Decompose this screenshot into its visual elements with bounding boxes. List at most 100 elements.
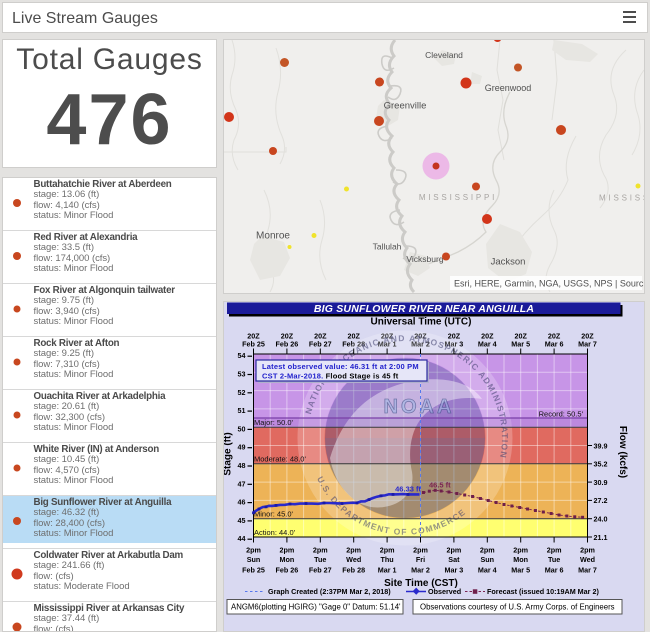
- svg-text:Mar 6: Mar 6: [545, 339, 564, 348]
- svg-text:Mar 4: Mar 4: [478, 339, 497, 348]
- svg-text:Feb 25: Feb 25: [242, 339, 265, 348]
- svg-text:Mar 3: Mar 3: [445, 566, 464, 575]
- svg-text:Cleveland: Cleveland: [425, 50, 463, 60]
- svg-text:50: 50: [238, 424, 246, 433]
- svg-text:46: 46: [238, 498, 246, 507]
- svg-text:24.0: 24.0: [594, 515, 608, 524]
- svg-text:21.1: 21.1: [594, 533, 608, 542]
- svg-text:39.9: 39.9: [594, 441, 608, 450]
- svg-text:46.33 ft: 46.33 ft: [395, 485, 421, 494]
- svg-text:20Z: 20Z: [548, 332, 561, 341]
- svg-text:Greenwood: Greenwood: [485, 83, 532, 93]
- svg-text:Feb 25: Feb 25: [242, 566, 265, 575]
- svg-text:Sun: Sun: [247, 555, 261, 564]
- svg-text:30.9: 30.9: [594, 478, 608, 487]
- svg-text:Feb 26: Feb 26: [276, 566, 299, 575]
- svg-text:Stage (ft): Stage (ft): [224, 432, 234, 475]
- svg-text:2pm: 2pm: [547, 546, 562, 555]
- svg-text:2pm: 2pm: [346, 546, 361, 555]
- svg-text:Mar 6: Mar 6: [545, 566, 564, 575]
- svg-text:Forecast (issued 10:19AM Mar 2: Forecast (issued 10:19AM Mar 2): [487, 587, 599, 596]
- svg-text:Universal Time (UTC): Universal Time (UTC): [371, 317, 472, 328]
- svg-text:2pm: 2pm: [413, 546, 428, 555]
- svg-text:Latest observed value: 46.31: Latest observed value: 46.31 ft at 2:00 …: [262, 362, 419, 371]
- svg-text:20Z: 20Z: [348, 332, 361, 341]
- svg-text:Flow (kcfs): Flow (kcfs): [617, 426, 628, 478]
- svg-text:MISSISS: MISSISS: [599, 194, 644, 203]
- svg-text:Mar 5: Mar 5: [511, 566, 530, 575]
- svg-text:20Z: 20Z: [515, 332, 528, 341]
- svg-text:NOAA: NOAA: [384, 396, 455, 418]
- svg-text:Minor: 45.0': Minor: 45.0': [254, 510, 294, 519]
- svg-text:Graph Created (2:37PM Mar 2, 2: Graph Created (2:37PM Mar 2, 2018): [268, 587, 391, 596]
- svg-text:Mar 7: Mar 7: [578, 339, 597, 348]
- svg-text:Moderate: 48.0': Moderate: 48.0': [254, 455, 306, 464]
- svg-text:44: 44: [238, 534, 246, 543]
- svg-text:Mar 5: Mar 5: [511, 339, 530, 348]
- svg-text:Observed: Observed: [428, 587, 461, 596]
- svg-text:Mar 4: Mar 4: [478, 566, 497, 575]
- svg-text:27.2: 27.2: [594, 496, 608, 505]
- svg-text:Fri: Fri: [416, 555, 425, 564]
- svg-text:Wed: Wed: [580, 555, 595, 564]
- svg-text:Mon: Mon: [513, 555, 528, 564]
- svg-text:Mon: Mon: [280, 555, 295, 564]
- svg-text:35.2: 35.2: [594, 460, 608, 469]
- svg-text:54: 54: [238, 351, 246, 360]
- svg-text:Tallulah: Tallulah: [373, 242, 402, 252]
- svg-text:Feb 27: Feb 27: [309, 566, 332, 575]
- svg-text:Mar 3: Mar 3: [445, 339, 464, 348]
- svg-text:Greenville: Greenville: [384, 100, 427, 111]
- svg-text:MISSISSIPPI: MISSISSIPPI: [419, 193, 497, 202]
- svg-text:Feb 26: Feb 26: [276, 339, 299, 348]
- svg-text:Feb 27: Feb 27: [309, 339, 332, 348]
- svg-text:Action: 44.0': Action: 44.0': [254, 528, 296, 537]
- svg-text:Jackson: Jackson: [491, 257, 526, 268]
- svg-text:Wed: Wed: [346, 555, 361, 564]
- svg-text:Site Time (CST): Site Time (CST): [384, 578, 458, 589]
- svg-text:Observations courtesy of U.S.: Observations courtesy of U.S. Army Corps…: [420, 603, 615, 612]
- svg-text:Major: 50.0': Major: 50.0': [254, 418, 294, 427]
- svg-text:Thu: Thu: [381, 555, 394, 564]
- svg-text:2pm: 2pm: [480, 546, 495, 555]
- svg-text:20Z: 20Z: [448, 332, 461, 341]
- svg-text:Tue: Tue: [314, 555, 326, 564]
- svg-text:Monroe: Monroe: [256, 231, 290, 242]
- svg-text:Mar 2: Mar 2: [411, 339, 430, 348]
- svg-text:Feb 28: Feb 28: [342, 339, 365, 348]
- svg-text:20Z: 20Z: [281, 332, 294, 341]
- svg-text:20Z: 20Z: [481, 332, 494, 341]
- svg-text:20Z: 20Z: [314, 332, 327, 341]
- svg-text:20Z: 20Z: [414, 332, 427, 341]
- svg-text:Sat: Sat: [448, 555, 460, 564]
- svg-text:2pm: 2pm: [380, 546, 395, 555]
- svg-text:2pm: 2pm: [280, 546, 295, 555]
- svg-text:48: 48: [238, 461, 246, 470]
- svg-text:Vicksburg: Vicksburg: [406, 254, 443, 264]
- svg-text:Sun: Sun: [481, 555, 495, 564]
- svg-text:Tue: Tue: [548, 555, 560, 564]
- svg-text:2pm: 2pm: [246, 546, 261, 555]
- svg-text:45: 45: [238, 516, 246, 525]
- svg-text:46.5 ft: 46.5 ft: [429, 481, 451, 490]
- svg-text:2pm: 2pm: [580, 546, 595, 555]
- svg-text:2pm: 2pm: [313, 546, 328, 555]
- svg-text:47: 47: [238, 479, 246, 488]
- svg-text:Mar 7: Mar 7: [578, 566, 597, 575]
- svg-text:Record: 50.5': Record: 50.5': [539, 409, 584, 418]
- svg-text:Esri, HERE, Garmin, NGA, USGS,: Esri, HERE, Garmin, NGA, USGS, NPS | Sou…: [454, 279, 644, 289]
- svg-text:52: 52: [238, 388, 246, 397]
- svg-text:BIG SUNFLOWER RIVER NEAR ANGUI: BIG SUNFLOWER RIVER NEAR ANGUILLA: [314, 303, 534, 315]
- svg-text:20Z: 20Z: [247, 332, 260, 341]
- svg-text:CST 2-Mar-2018. Flood Stage i: CST 2-Mar-2018. Flood Stage is 45 ft: [262, 372, 399, 381]
- svg-text:Mar 2: Mar 2: [411, 566, 430, 575]
- svg-text:20Z: 20Z: [381, 332, 394, 341]
- svg-text:49: 49: [238, 443, 246, 452]
- svg-text:53: 53: [238, 370, 246, 379]
- svg-text:Mar 1: Mar 1: [378, 566, 397, 575]
- svg-text:20Z: 20Z: [581, 332, 594, 341]
- svg-text:ANGM6(plotting HGIRG) "Gage 0": ANGM6(plotting HGIRG) "Gage 0" Datum: 51…: [231, 603, 401, 612]
- svg-text:2pm: 2pm: [513, 546, 528, 555]
- svg-text:Feb 28: Feb 28: [342, 566, 365, 575]
- svg-text:2pm: 2pm: [447, 546, 462, 555]
